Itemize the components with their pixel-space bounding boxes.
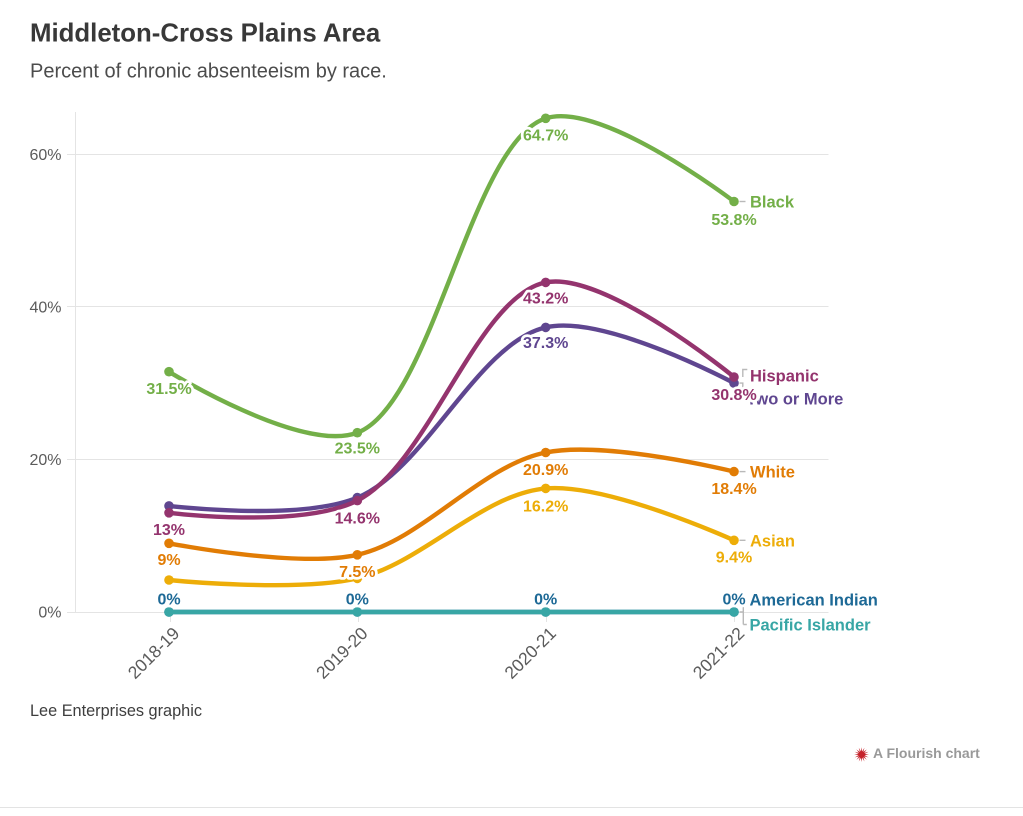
svg-text:43.2%: 43.2% xyxy=(523,290,568,307)
svg-text:Asian: Asian xyxy=(750,532,795,550)
svg-text:16.2%: 16.2% xyxy=(523,498,568,515)
svg-text:American Indian: American Indian xyxy=(750,592,878,610)
svg-text:Percent of chronic absenteeism: Percent of chronic absenteeism by race. xyxy=(30,61,387,83)
svg-text:0%: 0% xyxy=(38,605,61,622)
svg-text:A Flourish chart: A Flourish chart xyxy=(873,745,980,761)
svg-text:0%: 0% xyxy=(722,592,745,609)
svg-text:2019-20: 2019-20 xyxy=(312,623,372,683)
svg-text:20.9%: 20.9% xyxy=(523,462,568,479)
svg-text:14.6%: 14.6% xyxy=(335,511,380,528)
svg-text:Black: Black xyxy=(750,194,795,212)
svg-text:Two or More: Two or More xyxy=(747,391,844,409)
svg-text:7.5%: 7.5% xyxy=(339,564,375,581)
svg-text:9.4%: 9.4% xyxy=(716,550,752,567)
svg-text:60%: 60% xyxy=(29,147,61,164)
svg-text:0%: 0% xyxy=(534,592,557,609)
svg-text:White: White xyxy=(750,464,795,482)
svg-text:37.3%: 37.3% xyxy=(523,335,568,352)
svg-text:Hispanic: Hispanic xyxy=(750,368,819,386)
svg-text:2020-21: 2020-21 xyxy=(500,623,560,683)
svg-text:13%: 13% xyxy=(153,522,185,539)
svg-text:0%: 0% xyxy=(346,592,369,609)
svg-text:31.5%: 31.5% xyxy=(146,381,191,398)
svg-text:64.7%: 64.7% xyxy=(523,127,568,144)
svg-text:Middleton-Cross Plains Area: Middleton-Cross Plains Area xyxy=(30,20,381,48)
svg-text:23.5%: 23.5% xyxy=(335,441,380,458)
svg-text:30.8%: 30.8% xyxy=(711,387,756,404)
svg-text:9%: 9% xyxy=(157,552,180,569)
svg-text:Pacific Islander: Pacific Islander xyxy=(750,617,872,635)
svg-text:18.4%: 18.4% xyxy=(711,481,756,498)
svg-text:53.8%: 53.8% xyxy=(711,212,756,229)
svg-text:Lee Enterprises graphic: Lee Enterprises graphic xyxy=(30,702,202,720)
svg-text:2021-22: 2021-22 xyxy=(689,623,749,683)
svg-text:0%: 0% xyxy=(157,592,180,609)
svg-text:20%: 20% xyxy=(29,452,61,469)
svg-text:2018-19: 2018-19 xyxy=(124,623,184,683)
svg-text:40%: 40% xyxy=(29,300,61,317)
